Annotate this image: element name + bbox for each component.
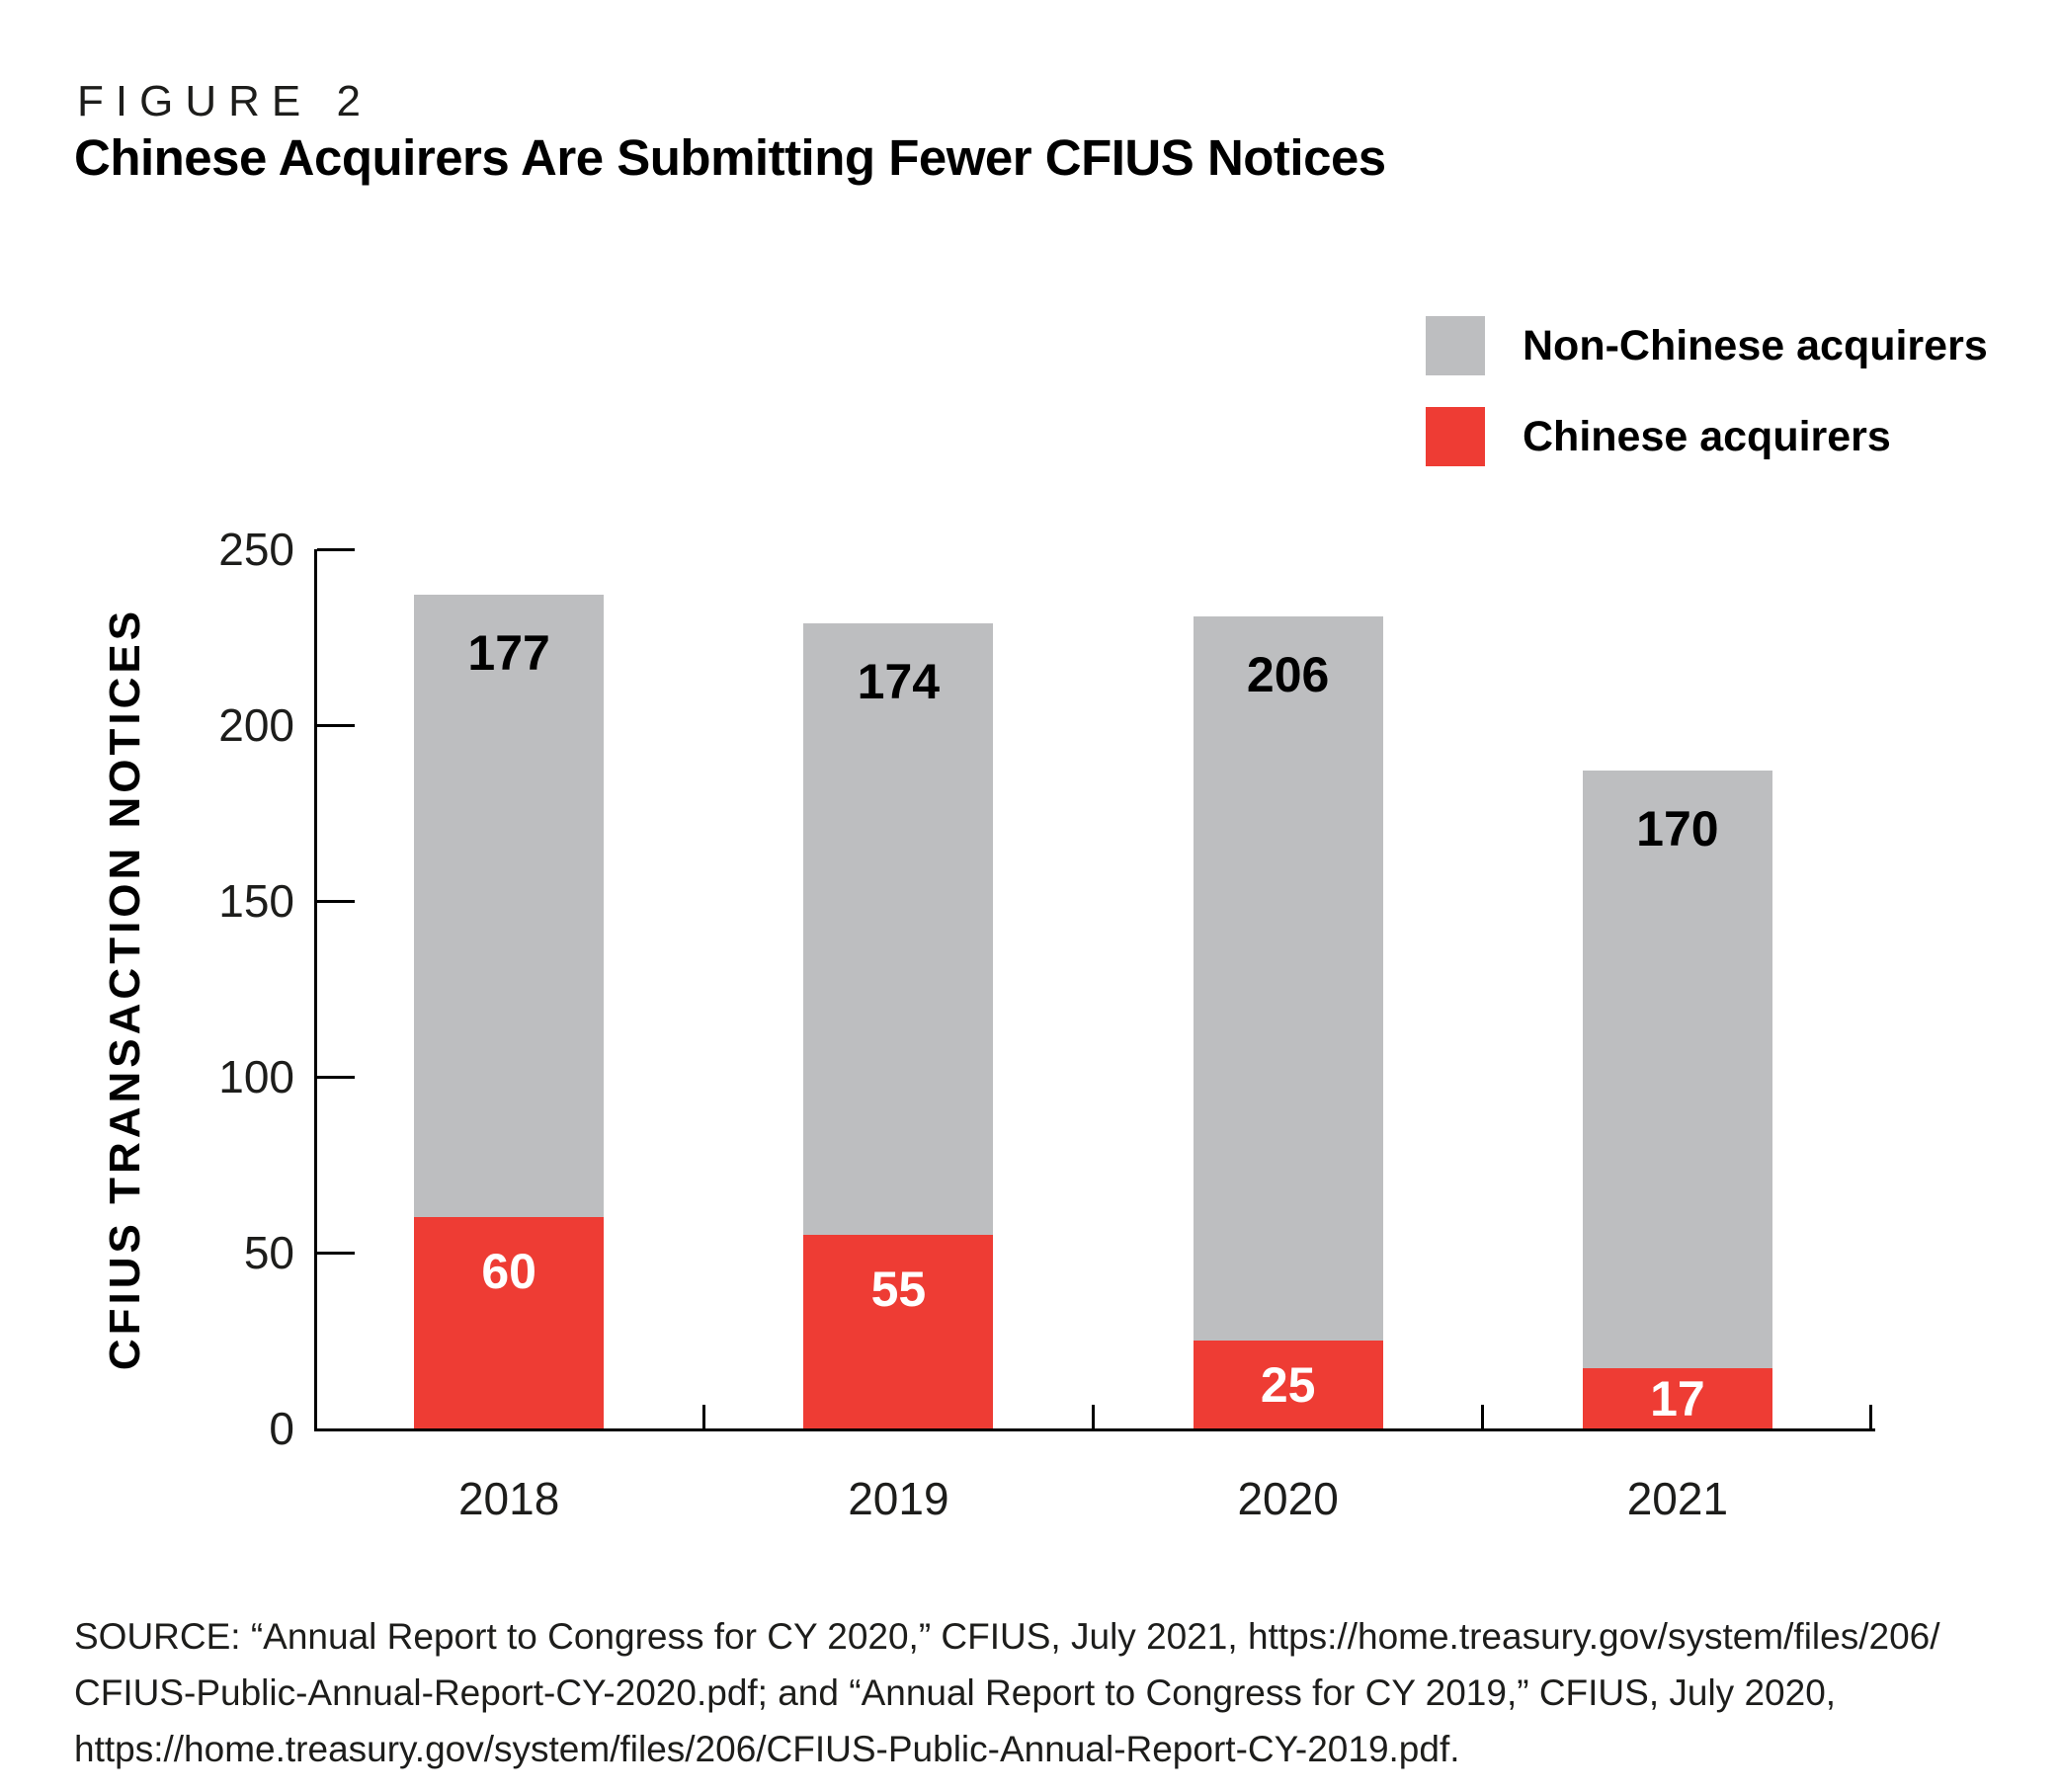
- bar-value-non-chinese: 177: [467, 625, 550, 682]
- bar-segment-chinese: [1193, 1341, 1383, 1428]
- bar-segment-non-chinese: [414, 595, 605, 1218]
- legend-label-chinese: Chinese acquirers: [1523, 413, 1891, 460]
- y-tick: [317, 900, 355, 903]
- y-tick: [317, 724, 355, 727]
- bar-segment-non-chinese: [1582, 771, 1772, 1369]
- legend-swatch-non-chinese: [1426, 316, 1485, 375]
- y-tick-label: 250: [218, 524, 294, 575]
- bar-segment-chinese: [803, 1235, 994, 1428]
- bar-segment-chinese: [414, 1217, 605, 1428]
- bar-segment-chinese: [1582, 1368, 1772, 1428]
- x-category-label: 2021: [1626, 1473, 1729, 1524]
- legend-swatch-chinese: [1426, 407, 1485, 466]
- legend-item-chinese: Chinese acquirers: [1426, 407, 1988, 466]
- y-tick-label: 200: [218, 699, 294, 751]
- source-line: SOURCE: “Annual Report to Congress for C…: [74, 1616, 1940, 1657]
- bar-value-non-chinese: 170: [1636, 801, 1719, 857]
- y-tick: [317, 548, 355, 551]
- x-tick: [701, 1405, 705, 1428]
- bar-value-chinese: 25: [1260, 1356, 1316, 1413]
- x-tick: [1481, 1405, 1485, 1428]
- bar-value-chinese: 17: [1650, 1370, 1705, 1426]
- y-tick-label: 0: [269, 1403, 294, 1454]
- bar-segment-non-chinese: [803, 622, 994, 1236]
- legend: Non-Chinese acquirers Chinese acquirers: [1426, 316, 1988, 498]
- source-note: SOURCE: “Annual Report to Congress for C…: [74, 1608, 1940, 1777]
- source-line: https://home.treasury.gov/system/files/2…: [74, 1729, 1460, 1769]
- bar-value-chinese: 55: [870, 1262, 927, 1318]
- y-tick: [317, 1252, 355, 1255]
- y-axis-line: [314, 549, 317, 1431]
- x-category-label: 2018: [457, 1473, 560, 1524]
- legend-item-non-chinese: Non-Chinese acquirers: [1426, 316, 1988, 375]
- figure-title: Chinese Acquirers Are Submitting Fewer C…: [74, 129, 1386, 186]
- x-category-label: 2020: [1237, 1473, 1339, 1524]
- bar-value-non-chinese: 206: [1246, 646, 1330, 702]
- legend-label-non-chinese: Non-Chinese acquirers: [1523, 322, 1988, 369]
- y-tick-label: 50: [243, 1227, 294, 1278]
- y-tick-label: 100: [218, 1051, 294, 1102]
- bar-value-chinese: 60: [481, 1244, 536, 1300]
- bar-value-non-chinese: 174: [857, 653, 941, 709]
- y-tick-label: 150: [218, 875, 294, 927]
- x-axis-line: [314, 1428, 1875, 1431]
- bar-segment-non-chinese: [1193, 615, 1383, 1341]
- y-tick: [317, 1076, 355, 1079]
- figure-number: FIGURE 2: [77, 77, 372, 125]
- source-line: CFIUS-Public-Annual-Report-CY-2020.pdf; …: [74, 1672, 1837, 1713]
- x-category-label: 2019: [848, 1473, 949, 1524]
- x-tick: [1869, 1405, 1872, 1428]
- x-tick: [1092, 1405, 1095, 1428]
